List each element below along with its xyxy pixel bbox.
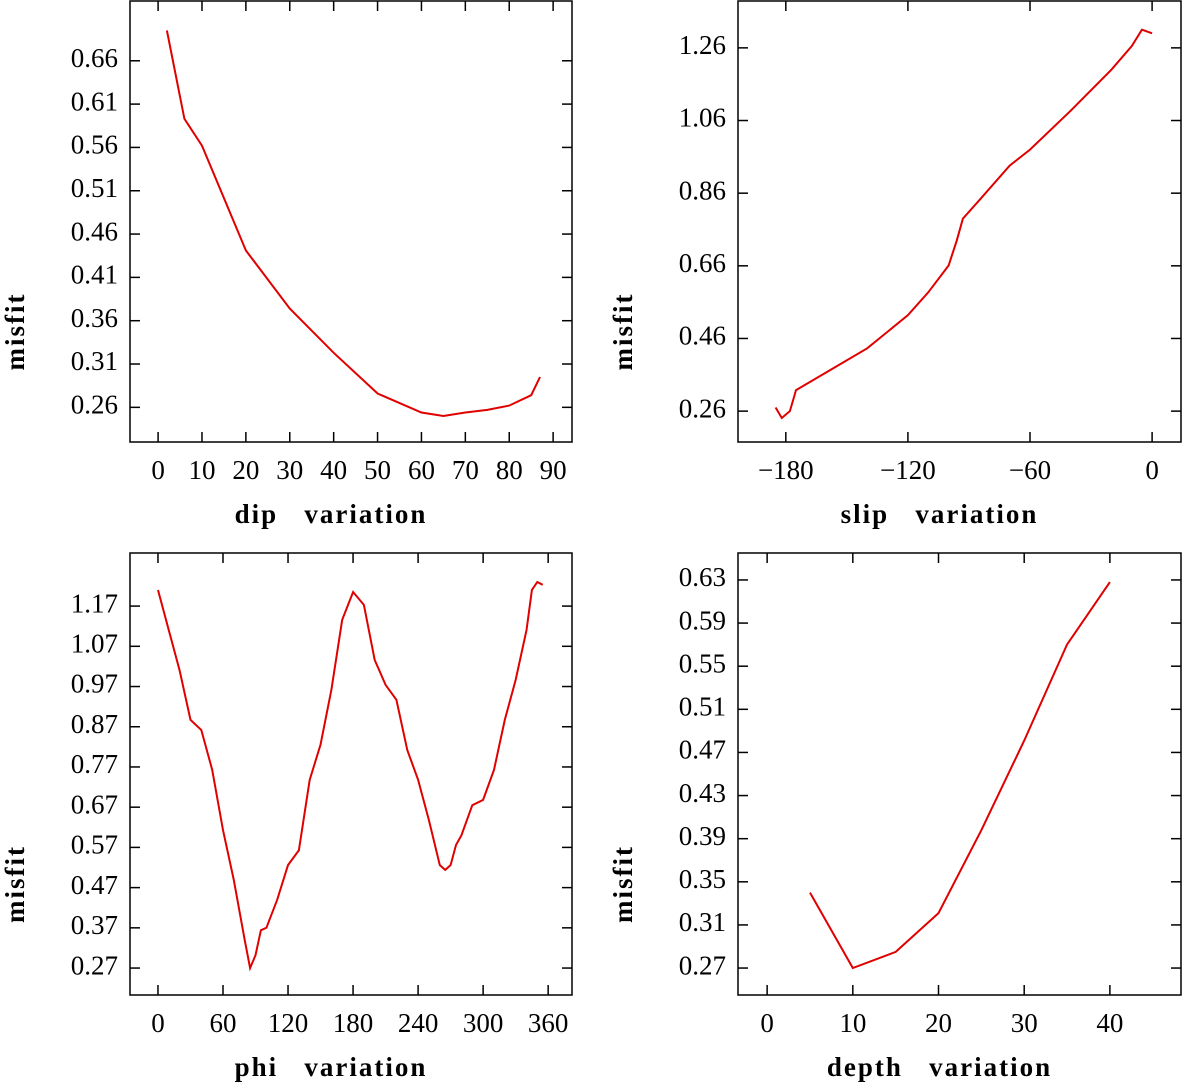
y-tick-label: 0.51 bbox=[679, 692, 726, 722]
y-tick-label: 0.67 bbox=[71, 789, 118, 819]
y-tick-label: 0.36 bbox=[71, 303, 118, 333]
data-line bbox=[774, 28, 1153, 420]
x-axis-label: phi variation bbox=[235, 1052, 428, 1082]
x-tick-label: 80 bbox=[496, 455, 523, 485]
x-tick-label: 120 bbox=[268, 1008, 309, 1038]
y-axis-label: misfit bbox=[608, 845, 638, 923]
y-tick-label: 1.26 bbox=[679, 30, 726, 60]
y-tick-label: 0.51 bbox=[71, 173, 118, 203]
y-tick-label: 1.07 bbox=[71, 629, 118, 659]
y-tick-label: 1.17 bbox=[71, 588, 118, 618]
x-tick-label: 50 bbox=[364, 455, 391, 485]
x-tick-label: 20 bbox=[232, 455, 259, 485]
x-tick-label: 0 bbox=[151, 1008, 165, 1038]
data-line bbox=[157, 580, 544, 972]
axes-frame bbox=[129, 552, 573, 996]
x-tick-label: 60 bbox=[209, 1008, 236, 1038]
axes-frame bbox=[129, 0, 573, 443]
y-tick-label: 0.26 bbox=[679, 393, 726, 423]
y-tick-label: 0.43 bbox=[679, 778, 726, 808]
x-tick-label: 0 bbox=[1145, 455, 1159, 485]
y-tick-label: 0.77 bbox=[71, 749, 118, 779]
y-tick-label: 0.97 bbox=[71, 669, 118, 699]
x-axis-label: slip variation bbox=[841, 499, 1039, 529]
y-tick-label: 0.87 bbox=[71, 709, 118, 739]
y-tick-label: 0.26 bbox=[71, 390, 118, 420]
x-tick-label: 20 bbox=[925, 1008, 952, 1038]
data-line bbox=[809, 581, 1111, 970]
y-tick-label: 0.47 bbox=[71, 870, 118, 900]
x-axis-label: depth variation bbox=[827, 1052, 1052, 1082]
y-tick-label: 0.37 bbox=[71, 910, 118, 940]
x-tick-label: 300 bbox=[463, 1008, 504, 1038]
y-tick-label: 0.57 bbox=[71, 830, 118, 860]
y-tick-label: 0.66 bbox=[71, 43, 118, 73]
y-tick-label: 0.41 bbox=[71, 260, 118, 290]
data-line bbox=[165, 30, 541, 418]
y-tick-label: 0.59 bbox=[679, 605, 726, 635]
y-tick-label: 0.61 bbox=[71, 86, 118, 116]
x-tick-label: −60 bbox=[1009, 455, 1051, 485]
y-tick-label: 0.35 bbox=[679, 864, 726, 894]
x-tick-label: 60 bbox=[408, 455, 435, 485]
x-tick-label: 10 bbox=[839, 1008, 866, 1038]
y-tick-label: 0.63 bbox=[679, 562, 726, 592]
y-tick-label: 0.55 bbox=[679, 648, 726, 678]
x-tick-label: 70 bbox=[452, 455, 479, 485]
x-tick-label: −180 bbox=[758, 455, 814, 485]
x-tick-label: 360 bbox=[528, 1008, 569, 1038]
y-tick-label: 0.31 bbox=[679, 907, 726, 937]
y-tick-label: 0.46 bbox=[679, 321, 726, 351]
x-tick-label: 0 bbox=[151, 455, 165, 485]
x-tick-label: 30 bbox=[1011, 1008, 1038, 1038]
y-axis-label: misfit bbox=[0, 845, 30, 923]
x-tick-label: 40 bbox=[1096, 1008, 1123, 1038]
x-axis-label: dip variation bbox=[235, 499, 428, 529]
x-tick-label: 180 bbox=[333, 1008, 374, 1038]
y-tick-label: 0.39 bbox=[679, 821, 726, 851]
y-tick-label: 0.31 bbox=[71, 346, 118, 376]
y-tick-label: 0.47 bbox=[679, 735, 726, 765]
y-tick-label: 0.27 bbox=[679, 950, 726, 980]
y-tick-label: 0.66 bbox=[679, 248, 726, 278]
x-tick-label: 10 bbox=[188, 455, 215, 485]
y-tick-label: 0.86 bbox=[679, 175, 726, 205]
x-tick-label: 40 bbox=[320, 455, 347, 485]
y-tick-label: 0.46 bbox=[71, 216, 118, 246]
y-axis-label: misfit bbox=[0, 293, 30, 371]
y-axis-label: misfit bbox=[608, 293, 638, 371]
x-tick-label: −120 bbox=[880, 455, 936, 485]
y-tick-label: 0.27 bbox=[71, 950, 118, 980]
x-tick-label: 30 bbox=[276, 455, 303, 485]
x-tick-label: 0 bbox=[760, 1008, 774, 1038]
y-tick-label: 1.06 bbox=[679, 103, 726, 133]
axes-frame bbox=[737, 0, 1182, 443]
y-tick-label: 0.56 bbox=[71, 130, 118, 160]
x-tick-label: 90 bbox=[540, 455, 567, 485]
axes-frame bbox=[737, 552, 1182, 996]
x-tick-label: 240 bbox=[398, 1008, 439, 1038]
